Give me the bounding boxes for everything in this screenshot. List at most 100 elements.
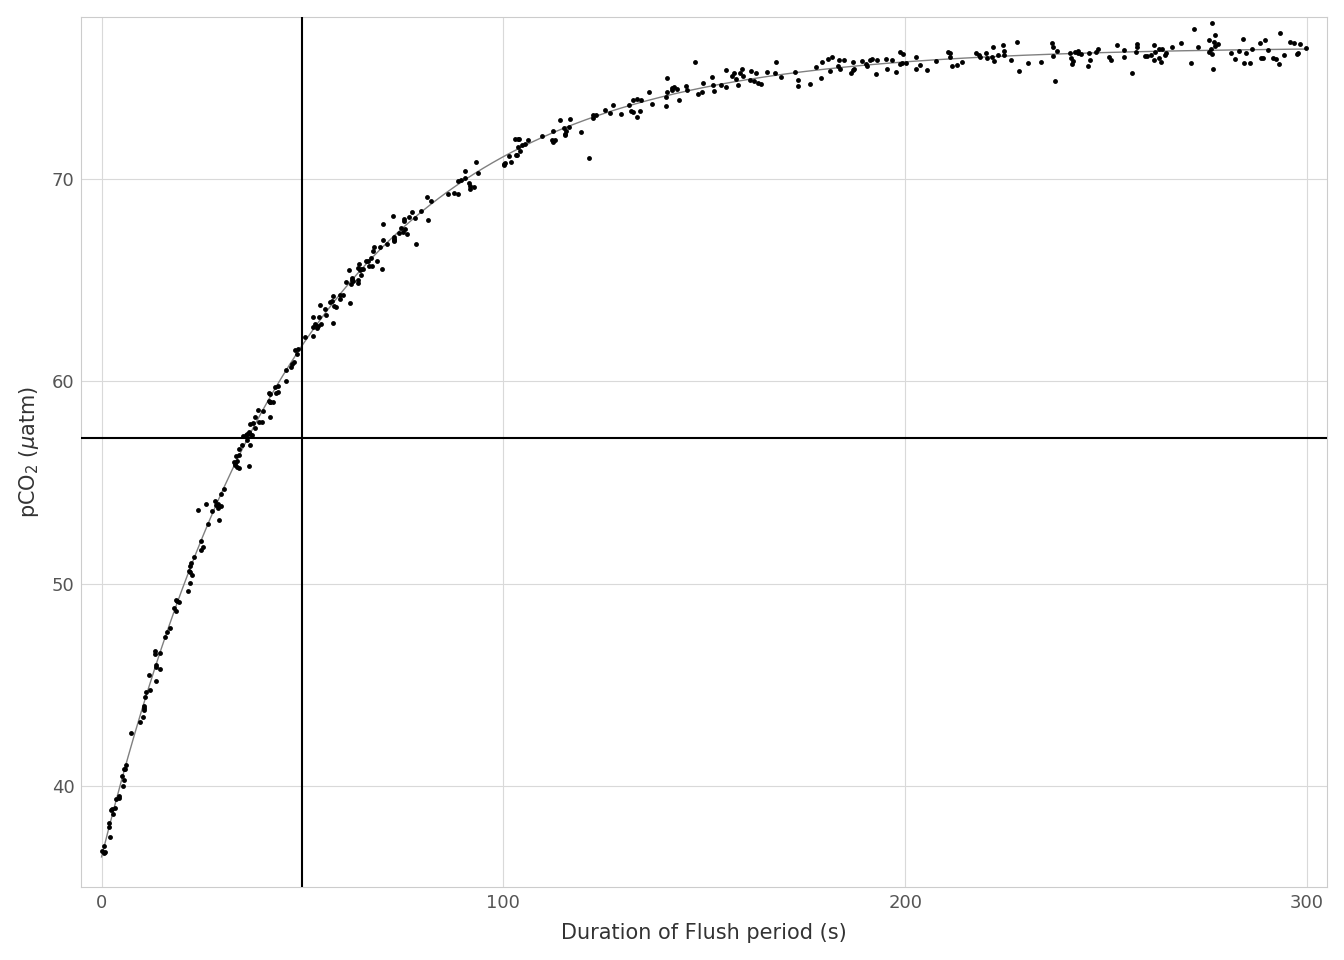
Point (168, 594, 190, 610)
Point (1126, 36, 1148, 52)
Point (554, 128, 575, 143)
Point (165, 603, 187, 618)
Point (113, 761, 134, 777)
Point (101, 803, 122, 818)
Point (946, 57, 968, 72)
Point (1149, 50, 1171, 65)
Point (177, 583, 199, 598)
Point (294, 329, 316, 345)
Point (198, 516, 219, 532)
Point (1144, 37, 1165, 53)
Point (939, 45, 961, 60)
Point (859, 52, 880, 67)
Point (939, 50, 961, 65)
Point (362, 258, 383, 274)
Point (466, 166, 488, 181)
Point (531, 128, 552, 143)
Point (1249, 36, 1270, 51)
Point (586, 108, 607, 123)
Point (1220, 46, 1242, 61)
Point (1228, 44, 1250, 60)
Point (337, 263, 359, 278)
Point (376, 237, 398, 252)
Point (394, 211, 415, 227)
Point (390, 221, 411, 236)
Point (190, 534, 211, 549)
Point (394, 214, 415, 229)
Point (329, 292, 351, 307)
Point (323, 316, 344, 331)
Point (745, 65, 766, 81)
Point (1198, 45, 1219, 60)
Point (1239, 56, 1261, 71)
Point (618, 98, 640, 113)
Point (276, 373, 297, 389)
Point (160, 620, 181, 636)
Point (1087, 41, 1109, 57)
Point (157, 624, 179, 639)
Point (228, 442, 250, 457)
Point (554, 120, 575, 135)
Point (233, 428, 254, 444)
Point (281, 359, 302, 374)
Point (121, 726, 142, 741)
Point (309, 297, 331, 312)
Point (1062, 57, 1083, 72)
Point (891, 55, 913, 70)
Point (852, 53, 874, 68)
Point (1078, 45, 1099, 60)
Point (909, 58, 930, 73)
Point (388, 226, 410, 241)
Point (656, 70, 677, 85)
Point (743, 74, 765, 89)
Point (458, 178, 480, 193)
Point (866, 66, 887, 82)
Point (238, 424, 259, 440)
Point (112, 769, 133, 784)
Point (329, 288, 351, 303)
Point (810, 70, 832, 85)
Point (349, 262, 371, 277)
Point (210, 498, 231, 514)
Point (323, 288, 344, 303)
Point (138, 683, 160, 698)
Point (458, 176, 480, 191)
Point (145, 660, 167, 675)
Point (726, 72, 747, 87)
Point (1060, 51, 1082, 66)
Point (905, 49, 926, 64)
Point (1154, 45, 1176, 60)
Point (1079, 53, 1101, 68)
Point (1204, 34, 1226, 49)
Point (237, 433, 258, 448)
Point (450, 173, 472, 188)
Point (841, 54, 863, 69)
Point (341, 271, 363, 286)
Point (715, 62, 737, 78)
Point (179, 564, 200, 579)
Point (145, 658, 167, 673)
Point (383, 232, 405, 248)
Point (116, 757, 137, 773)
Point (544, 132, 566, 148)
Point (405, 210, 426, 226)
Point (703, 83, 724, 98)
Point (599, 105, 621, 120)
Point (231, 438, 253, 453)
Point (91, 843, 113, 858)
Point (507, 148, 528, 163)
Point (993, 37, 1015, 53)
Point (99, 829, 121, 845)
Point (629, 103, 650, 118)
Point (602, 97, 624, 112)
Point (224, 457, 246, 472)
Point (1144, 44, 1165, 60)
Point (284, 354, 305, 370)
Point (622, 105, 644, 120)
Point (351, 261, 372, 276)
Point (515, 136, 536, 152)
Point (187, 502, 208, 517)
Point (757, 65, 778, 81)
Point (728, 65, 750, 81)
Point (263, 379, 285, 395)
